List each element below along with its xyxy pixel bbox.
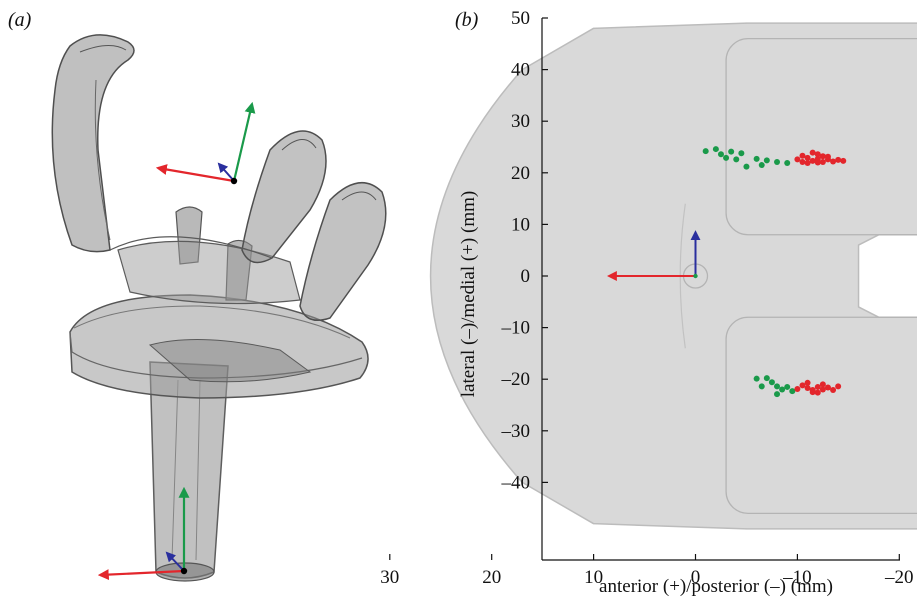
femoral-coordinate-frame bbox=[155, 101, 256, 185]
y-tick-label: 0 bbox=[521, 266, 531, 287]
red-point bbox=[809, 157, 816, 164]
y-tick-label: –20 bbox=[501, 369, 531, 390]
femoral-condyle-lateral bbox=[299, 181, 387, 321]
green-point bbox=[789, 388, 796, 395]
y-tick-label: 10 bbox=[511, 214, 530, 235]
red-point bbox=[830, 158, 837, 165]
green-point bbox=[784, 159, 791, 166]
x-tick-label: 30 bbox=[380, 567, 399, 588]
red-point bbox=[819, 381, 826, 388]
green-point bbox=[779, 386, 786, 393]
green-point bbox=[743, 163, 750, 170]
y-axis-title: lateral (–)/medial (+) (mm) bbox=[458, 191, 479, 397]
red-point bbox=[799, 158, 806, 165]
red-point bbox=[799, 152, 806, 159]
scatter-chart: (b) 50 40 30 20 10 0 –10 –20 –30 –40 30 20 10 0 –10 –20… bbox=[380, 8, 917, 597]
red-point bbox=[819, 158, 826, 165]
red-point bbox=[804, 379, 811, 386]
panel-a-label: (a) bbox=[8, 9, 32, 31]
tray-medial-compartment bbox=[725, 37, 917, 236]
red-point bbox=[814, 151, 821, 158]
red-point bbox=[814, 383, 821, 390]
green-point bbox=[763, 157, 770, 164]
red-point bbox=[840, 157, 847, 164]
red-point bbox=[814, 389, 821, 396]
green-point bbox=[774, 391, 781, 398]
y-tick-label: 20 bbox=[511, 163, 530, 184]
red-point bbox=[819, 153, 826, 160]
y-tick-label: –10 bbox=[501, 318, 531, 339]
green-point bbox=[733, 156, 740, 163]
y-tick-label: 50 bbox=[511, 8, 530, 29]
y-tick-label: –30 bbox=[501, 421, 531, 442]
x-tick-label: 10 bbox=[584, 567, 603, 588]
tibial-coordinate-frame bbox=[97, 486, 190, 581]
femoral-condyle-medial bbox=[241, 130, 327, 264]
green-point bbox=[738, 150, 745, 157]
red-point bbox=[799, 382, 806, 389]
x-tick-label: –20 bbox=[884, 567, 914, 588]
knee-implant-render: (a) bbox=[8, 9, 387, 582]
red-point bbox=[835, 156, 842, 163]
green-point bbox=[784, 383, 791, 390]
green-point bbox=[723, 154, 730, 161]
origin-point bbox=[693, 273, 698, 279]
red-point bbox=[794, 386, 801, 393]
x-axis-title: anterior (+)/posterior (–) (mm) bbox=[599, 576, 833, 597]
green-point bbox=[774, 158, 781, 165]
green-point bbox=[712, 146, 719, 153]
green-point bbox=[753, 155, 760, 162]
red-point bbox=[824, 384, 831, 391]
y-tick-label: 30 bbox=[511, 111, 530, 132]
red-point bbox=[814, 159, 821, 166]
data-marks bbox=[702, 146, 847, 398]
origin-frame bbox=[606, 230, 701, 281]
red-point bbox=[804, 159, 811, 166]
red-point bbox=[804, 154, 811, 161]
green-point bbox=[702, 148, 709, 155]
x-tick-label: –10 bbox=[782, 567, 812, 588]
y-tick-label: –40 bbox=[501, 472, 531, 493]
red-point bbox=[794, 156, 801, 163]
red-point bbox=[804, 384, 811, 391]
y-tick-label: 40 bbox=[511, 60, 530, 81]
green-point bbox=[728, 148, 735, 155]
femoral-flange bbox=[51, 34, 135, 253]
green-point bbox=[753, 375, 760, 382]
red-point bbox=[819, 386, 826, 393]
green-point bbox=[774, 383, 781, 390]
red-point bbox=[809, 389, 816, 396]
red-point bbox=[809, 149, 816, 156]
axis-ticks: 50403020100–10–20–30–403020100–10–20–30–… bbox=[380, 8, 914, 588]
green-point bbox=[763, 375, 770, 382]
red-point bbox=[830, 387, 837, 394]
green-point bbox=[768, 379, 775, 386]
green-point bbox=[758, 383, 765, 390]
tray-lateral-compartment bbox=[725, 316, 917, 515]
x-tick-label: 0 bbox=[691, 567, 701, 588]
red-point bbox=[835, 383, 842, 390]
green-point bbox=[717, 151, 724, 158]
green-point bbox=[758, 162, 765, 169]
panel-b-label: (b) bbox=[455, 9, 479, 31]
x-tick-label: 20 bbox=[482, 567, 501, 588]
red-point bbox=[824, 153, 831, 160]
